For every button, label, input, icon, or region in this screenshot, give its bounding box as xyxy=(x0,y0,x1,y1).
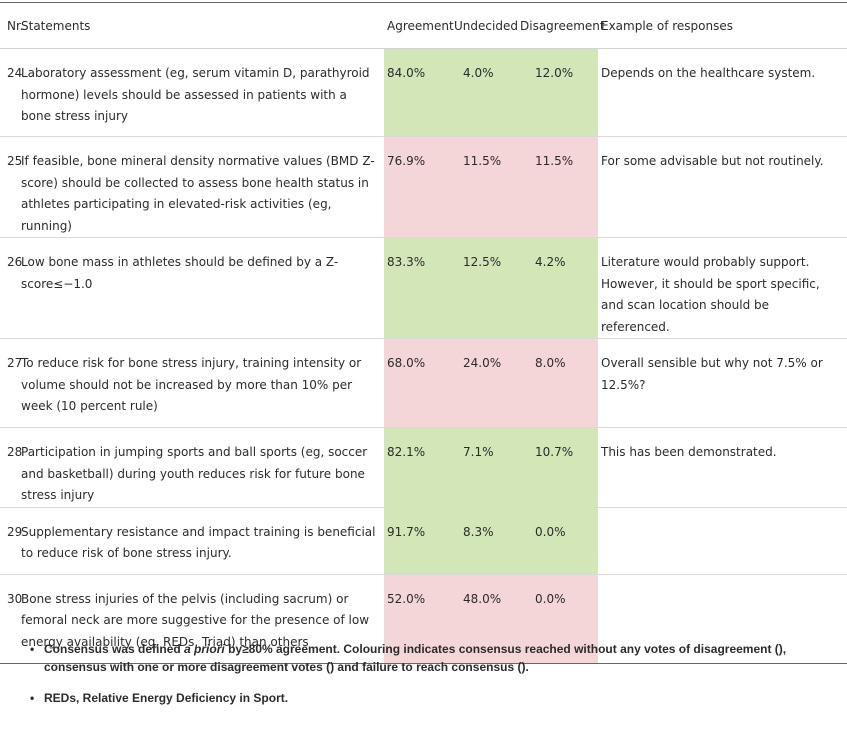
row-number: 25 xyxy=(7,154,23,168)
row-example: Literature would probably support. Howev… xyxy=(601,255,820,334)
row-statement: Supplementary resistance and impact trai… xyxy=(21,524,376,561)
row-disagreement: 0.0% xyxy=(517,507,598,574)
footnote-reds-abbreviation: • REDs, Relative Energy Deficiency in Sp… xyxy=(30,689,830,707)
row-number: 26 xyxy=(7,255,23,269)
row-statement: To reduce risk for bone stress injury, t… xyxy=(21,356,362,413)
footnote-italic-a-priori: a priori xyxy=(184,642,225,656)
row-undecided: 48.0% xyxy=(451,574,517,663)
row-statement: Bone stress injuries of the pelvis (incl… xyxy=(21,591,370,649)
bullet-icon: • xyxy=(30,691,35,705)
row-number: 28 xyxy=(7,445,23,459)
row-disagreement: 4.2% xyxy=(517,237,598,339)
footnote-text: REDs, Relative Energy Deficiency in Spor… xyxy=(44,691,289,705)
footnote-text-start: Consensus was defined xyxy=(44,642,185,656)
row-agreement: 82.1% xyxy=(384,427,451,507)
header-agreement: Agreement xyxy=(384,2,454,49)
row-agreement: 91.7% xyxy=(384,507,451,574)
row-statement: If feasible, bone mineral density normat… xyxy=(21,154,375,233)
row-disagreement: 11.5% xyxy=(517,136,598,238)
table-row: 29 Supplementary resistance and impact t… xyxy=(0,507,847,574)
header-statements: Statements xyxy=(21,2,384,49)
row-agreement: 52.0% xyxy=(384,574,451,663)
table-row: 24 Laboratory assessment (eg, serum vita… xyxy=(0,48,847,137)
header-undecided: Undecided xyxy=(451,2,518,49)
header-disagreement: Disagreement xyxy=(517,2,605,49)
row-undecided: 4.0% xyxy=(451,48,517,137)
row-undecided: 11.5% xyxy=(451,136,517,238)
row-statement: Laboratory assessment (eg, serum vitamin… xyxy=(21,66,370,123)
row-disagreement: 10.7% xyxy=(517,427,598,507)
row-example: This has been demonstrated. xyxy=(601,445,777,459)
row-agreement: 68.0% xyxy=(384,338,451,428)
row-disagreement: 0.0% xyxy=(517,574,598,663)
table-row: 25 If feasible, bone mineral density nor… xyxy=(0,136,847,238)
row-disagreement: 8.0% xyxy=(517,338,598,428)
row-example: Overall sensible but why not 7.5% or 12.… xyxy=(601,356,823,392)
row-number: 30 xyxy=(7,591,23,606)
bullet-icon: • xyxy=(30,642,35,656)
row-example: For some advisable but not routinely. xyxy=(601,154,824,168)
row-undecided: 8.3% xyxy=(451,507,517,574)
row-undecided: 12.5% xyxy=(451,237,517,339)
row-disagreement: 12.0% xyxy=(517,48,598,137)
footnote-text-end: by≥80% agreement. Colouring indicates co… xyxy=(44,642,787,674)
row-statement: Participation in jumping sports and ball… xyxy=(21,445,368,502)
table-header-row: Nr. Statements Agreement Undecided Disag… xyxy=(0,2,847,49)
row-example: Depends on the healthcare system. xyxy=(601,66,816,80)
table-row: 26 Low bone mass in athletes should be d… xyxy=(0,237,847,339)
row-number: 29 xyxy=(7,524,23,539)
consensus-statements-table: Nr. Statements Agreement Undecided Disag… xyxy=(0,2,847,664)
table-footnotes: • Consensus was defined a priori by≥80% … xyxy=(30,640,830,707)
header-nr: Nr. xyxy=(0,2,24,49)
row-agreement: 76.9% xyxy=(384,136,451,238)
footnote-consensus-definition: • Consensus was defined a priori by≥80% … xyxy=(30,640,830,676)
row-example xyxy=(598,507,847,574)
table-row: 30 Bone stress injuries of the pelvis (i… xyxy=(0,574,847,663)
row-number: 24 xyxy=(7,66,23,80)
row-statement: Low bone mass in athletes should be defi… xyxy=(21,255,339,291)
table-row: 27 To reduce risk for bone stress injury… xyxy=(0,338,847,428)
table-row: 28 Participation in jumping sports and b… xyxy=(0,427,847,507)
row-number: 27 xyxy=(7,356,23,370)
row-undecided: 7.1% xyxy=(451,427,517,507)
row-agreement: 84.0% xyxy=(384,48,451,137)
header-example: Example of responses xyxy=(598,2,847,49)
row-agreement: 83.3% xyxy=(384,237,451,339)
row-undecided: 24.0% xyxy=(451,338,517,428)
